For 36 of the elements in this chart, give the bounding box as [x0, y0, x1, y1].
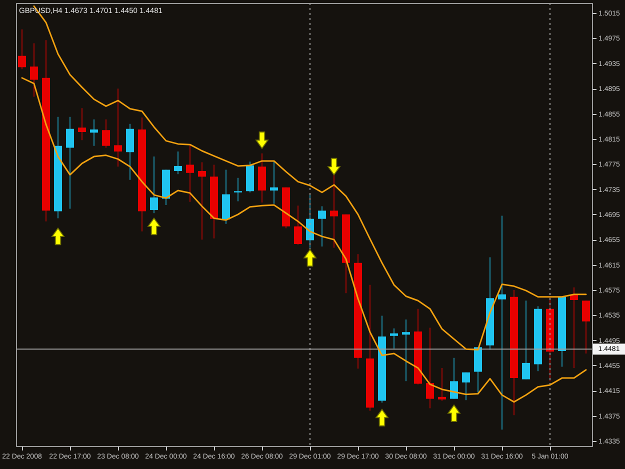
point: [256, 131, 268, 149]
candlestick: [498, 215, 506, 430]
candlestick: [402, 319, 410, 382]
candlestick: [462, 372, 470, 401]
candlestick: [186, 144, 194, 202]
candlestick: [90, 118, 98, 146]
candlestick: [114, 88, 122, 168]
candlestick: [66, 116, 74, 210]
point: [304, 249, 316, 267]
candlestick: [198, 162, 206, 240]
candlestick: [426, 327, 434, 409]
candlestick: [30, 42, 38, 98]
candlestick: [78, 108, 86, 141]
candlestick: [582, 300, 590, 354]
candlestick: [438, 367, 446, 402]
point: [328, 158, 340, 176]
point: [52, 228, 64, 246]
candlestick: [390, 328, 398, 349]
line-series: [21, 77, 587, 403]
candlestick: [258, 152, 266, 203]
candlestick: [234, 177, 242, 202]
point: [148, 218, 160, 236]
candlestick: [150, 156, 158, 214]
candlestick: [294, 205, 302, 246]
candlestick: [330, 173, 338, 248]
candlestick: [174, 151, 182, 175]
candlestick: [570, 286, 578, 368]
candlestick: [450, 357, 458, 400]
point: [448, 404, 460, 422]
candlestick: [270, 160, 278, 204]
point: [376, 408, 388, 426]
candlestick: [102, 118, 110, 148]
candlestick: [522, 300, 530, 380]
candlestick: [126, 123, 134, 180]
candlestick: [318, 206, 326, 248]
candlestick: [18, 28, 26, 70]
